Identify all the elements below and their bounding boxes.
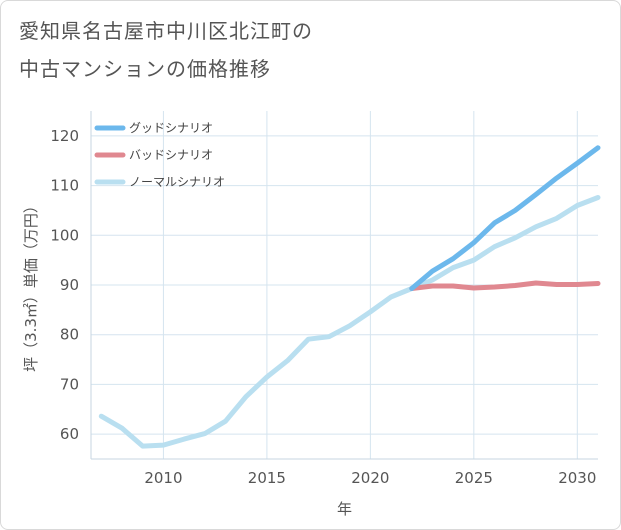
- y-tick-label: 70: [60, 375, 79, 393]
- x-axis-label: 年: [337, 500, 352, 518]
- x-tick-label: 2025: [455, 469, 493, 487]
- series-line-good: [409, 145, 601, 291]
- y-tick-label: 100: [50, 226, 79, 244]
- y-tick-labels: 60 70 80 90 100 110 120: [50, 127, 79, 443]
- x-tick-label: 2030: [558, 469, 596, 487]
- y-tick-label: 60: [60, 425, 79, 443]
- chart-title-line-2: 中古マンションの価格推移: [19, 57, 271, 81]
- x-tick-label: 2015: [248, 469, 286, 487]
- axes: [90, 111, 598, 460]
- legend-label-normal: ノーマルシナリオ: [129, 175, 225, 189]
- y-tick-label: 110: [50, 177, 79, 195]
- series-lines: [98, 145, 601, 449]
- series-line-normal: [98, 195, 601, 449]
- series-line-bad: [409, 280, 601, 291]
- chart-title-line-1: 愛知県名古屋市中川区北江町の: [19, 19, 313, 43]
- x-tick-label: 2020: [351, 469, 389, 487]
- legend-label-good: グッドシナリオ: [129, 121, 213, 135]
- y-tick-label: 120: [50, 127, 79, 145]
- y-tick-label: 90: [60, 276, 79, 294]
- legend-label-bad: バッドシナリオ: [129, 148, 213, 162]
- x-tick-label: 2010: [144, 469, 182, 487]
- x-tick-labels: 2010 2015 2020 2025 2030: [144, 469, 596, 487]
- y-tick-label: 80: [60, 326, 79, 344]
- grid-lines: [91, 111, 598, 459]
- y-axis-label: 坪（3.3㎡）単価（万円）: [22, 198, 40, 372]
